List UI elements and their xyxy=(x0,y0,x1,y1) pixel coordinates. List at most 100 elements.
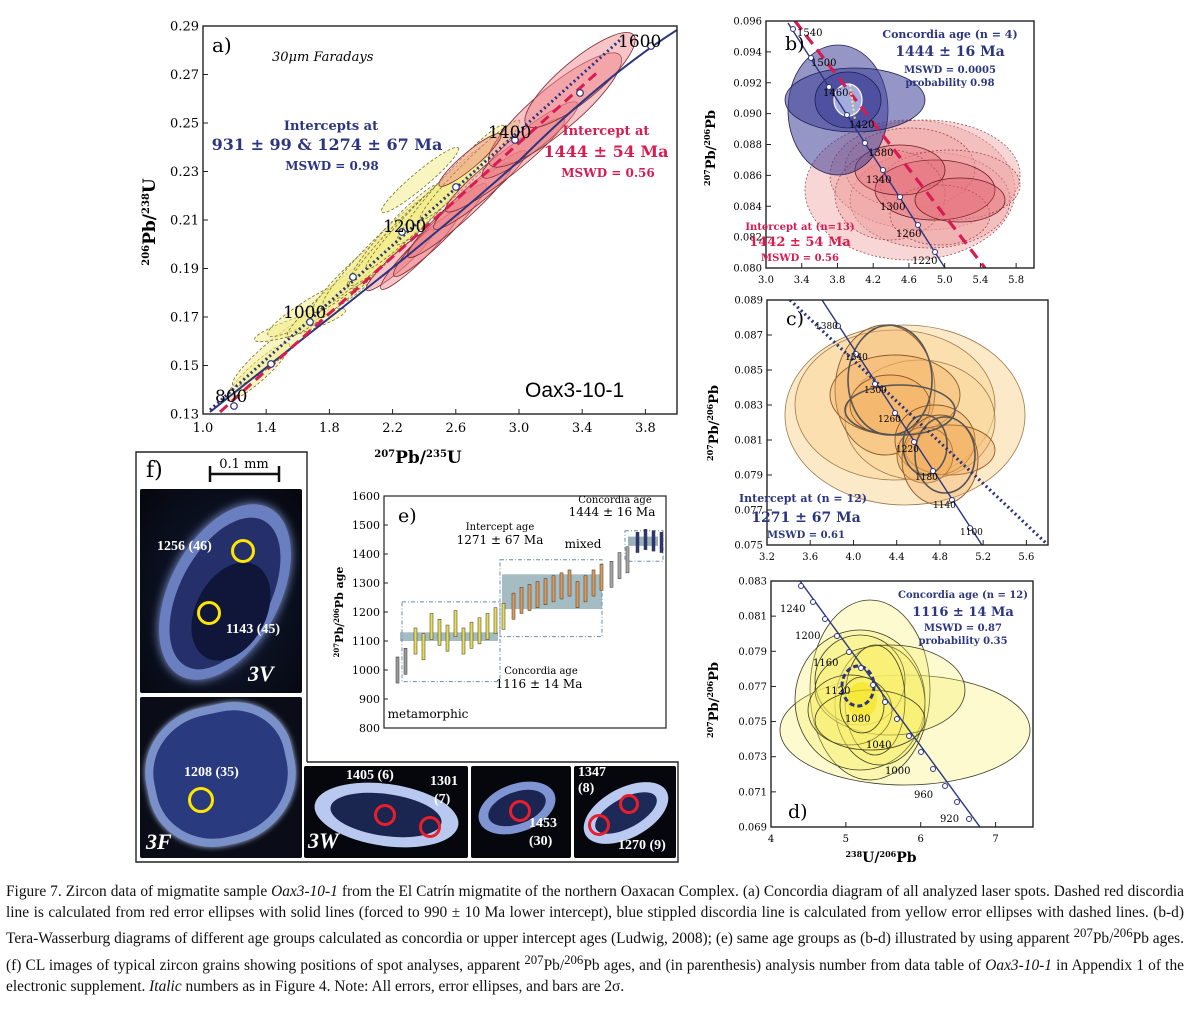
group-box-1116 xyxy=(401,601,501,683)
caption-italic: Italic xyxy=(149,977,182,995)
age-bar xyxy=(617,552,622,579)
panel-b-ylabel: 207Pb/206Pb xyxy=(702,110,719,186)
x-tick-label: 6 xyxy=(918,834,924,845)
age-bar xyxy=(659,532,664,553)
panel-b-conc-value: 1444 ± 16 Ma xyxy=(895,44,1004,60)
age-bar xyxy=(551,575,556,603)
panel-d-conc-mswd: MSWD = 0.87 xyxy=(924,623,1002,634)
y-tick-label: 0.23 xyxy=(170,165,199,180)
panel-d-xlabel: 238U/206Pb xyxy=(845,849,916,866)
spot-label: (7) xyxy=(434,792,451,807)
age-bar xyxy=(437,619,442,646)
y-tick-label: 0.086 xyxy=(733,171,762,182)
caption-sup: 206 xyxy=(564,952,584,967)
panel-a-concordia-curve xyxy=(209,29,677,413)
y-tick-label: 1100 xyxy=(352,635,380,648)
y-tick-label: 0.080 xyxy=(733,264,762,275)
panel-b-conc-mswd: MSWD = 0.0005 xyxy=(904,65,996,76)
y-tick-label: 0.084 xyxy=(733,202,762,213)
age-bar xyxy=(625,546,630,574)
panel-d-conc-value: 1116 ± 14 Ma xyxy=(912,605,1014,620)
y-tick-label: 1400 xyxy=(352,548,380,561)
panel-d-ylabel: 207Pb/206Pb xyxy=(705,662,722,738)
age-tick-label: 960 xyxy=(914,790,933,801)
panel-a-label: a) xyxy=(212,33,232,57)
panel-e-ylabel: 207Pb/206Pb age xyxy=(332,567,346,658)
panel-e-label: e) xyxy=(398,505,417,527)
y-tick-label: 0.17 xyxy=(170,311,199,326)
y-tick-label: 0.21 xyxy=(170,214,199,229)
spot-label: 1301 xyxy=(430,774,458,789)
caption-text: Zircon data of migmatite sample xyxy=(65,883,272,900)
panel-c-int-value: 1271 ± 67 Ma xyxy=(751,510,860,526)
age-tick-label: 1260 xyxy=(878,415,901,425)
x-tick-label: 3.8 xyxy=(635,421,656,436)
age-tick-label: 1380 xyxy=(815,322,838,332)
y-tick-label: 0.089 xyxy=(734,296,763,307)
spot-label: 1208 (35) xyxy=(184,765,239,780)
age-tick-label: 1100 xyxy=(960,528,983,538)
age-bar xyxy=(395,656,400,684)
age-bar xyxy=(583,575,588,603)
panel-a-red-value: 1444 ± 54 Ma xyxy=(544,142,669,161)
panel-c-label: c) xyxy=(786,308,804,330)
y-tick-label: 0.19 xyxy=(170,262,199,277)
age-bar xyxy=(519,587,524,614)
panel-c-int-title: Intercept at (n = 12) xyxy=(739,492,867,505)
age-bar xyxy=(501,603,506,630)
y-tick-label: 0.082 xyxy=(733,233,762,244)
age-bar xyxy=(461,627,466,655)
age-tick-label: 1600 xyxy=(618,32,661,52)
y-tick-label: 0.079 xyxy=(738,647,767,658)
age-tick-label: 1420 xyxy=(849,120,874,131)
spot-label: (30) xyxy=(529,834,553,849)
age-tick-label: 1220 xyxy=(896,445,919,455)
x-tick-label: 4.6 xyxy=(901,275,917,286)
panel-a-xlabel: 207Pb/235U xyxy=(374,448,462,468)
age-bar xyxy=(511,592,516,620)
x-tick-label: 3.4 xyxy=(572,421,593,436)
cl-image-3f: 1208 (35) 3F xyxy=(140,697,302,858)
x-tick-label: 4 xyxy=(768,834,774,845)
spot-label: 1453 xyxy=(529,816,557,831)
grain-tag: 3V xyxy=(248,661,274,686)
y-tick-label: 0.075 xyxy=(738,717,767,728)
x-tick-label: 1.4 xyxy=(256,421,277,436)
y-tick-label: 0.085 xyxy=(734,366,763,377)
figure-canvas: 1.0 1.4 1.8 2.2 2.6 3.0 3.4 3.8 0.13 0.15 0.17 0.19… xyxy=(135,17,1049,866)
age-tick-label: 920 xyxy=(940,814,959,825)
age-tick-label: 1040 xyxy=(866,740,891,751)
age-tick-label: 800 xyxy=(215,387,247,407)
y-tick-label: 0.096 xyxy=(733,17,762,28)
spot-label: 1256 (46) xyxy=(157,539,212,554)
age-tick-label: 1260 xyxy=(896,229,921,240)
cl-image-3w: 1405 (6) 1301 (7) 3W xyxy=(304,766,468,858)
panel-b-label: b) xyxy=(785,33,805,55)
panel-a-note: 30μm Faradays xyxy=(272,50,374,65)
spot-label: 1270 (9) xyxy=(618,838,666,853)
panel-a-concordia: 1.0 1.4 1.8 2.2 2.6 3.0 3.4 3.8 0.13 0.15 0.17 0.19… xyxy=(140,20,678,468)
panel-a-red-title: Intercept at xyxy=(563,124,650,139)
x-tick-label: 5.8 xyxy=(1008,275,1024,286)
grain-tag: 3F xyxy=(146,829,172,854)
y-tick-label: 1500 xyxy=(352,519,380,532)
panel-c-ylabel: 207Pb/206Pb xyxy=(705,385,722,461)
panel-e-lower-value: 1116 ± 14 Ma xyxy=(496,677,583,691)
panel-f-scale-label: 0.1 mm xyxy=(219,457,268,472)
age-tick-label: 1160 xyxy=(813,658,838,669)
panel-a-blue-discordia xyxy=(208,38,622,412)
panel-b-int-value: 1442 ± 54 Ma xyxy=(749,235,851,250)
x-tick-label: 1.8 xyxy=(319,421,340,436)
y-tick-label: 0.081 xyxy=(734,436,763,447)
panel-e-int-title: Intercept age xyxy=(466,522,535,533)
age-bar xyxy=(413,627,418,655)
x-tick-label: 7 xyxy=(992,834,998,845)
x-tick-label: 5.4 xyxy=(972,275,988,286)
age-tick-label: 1300 xyxy=(880,202,905,213)
panel-b-age-dots xyxy=(790,26,938,255)
age-tick-label: 1080 xyxy=(845,714,870,725)
age-tick-label: 1120 xyxy=(825,686,850,697)
age-bar xyxy=(643,529,648,550)
age-tick-label: 1000 xyxy=(283,303,326,323)
panel-f-label: f) xyxy=(146,458,163,483)
